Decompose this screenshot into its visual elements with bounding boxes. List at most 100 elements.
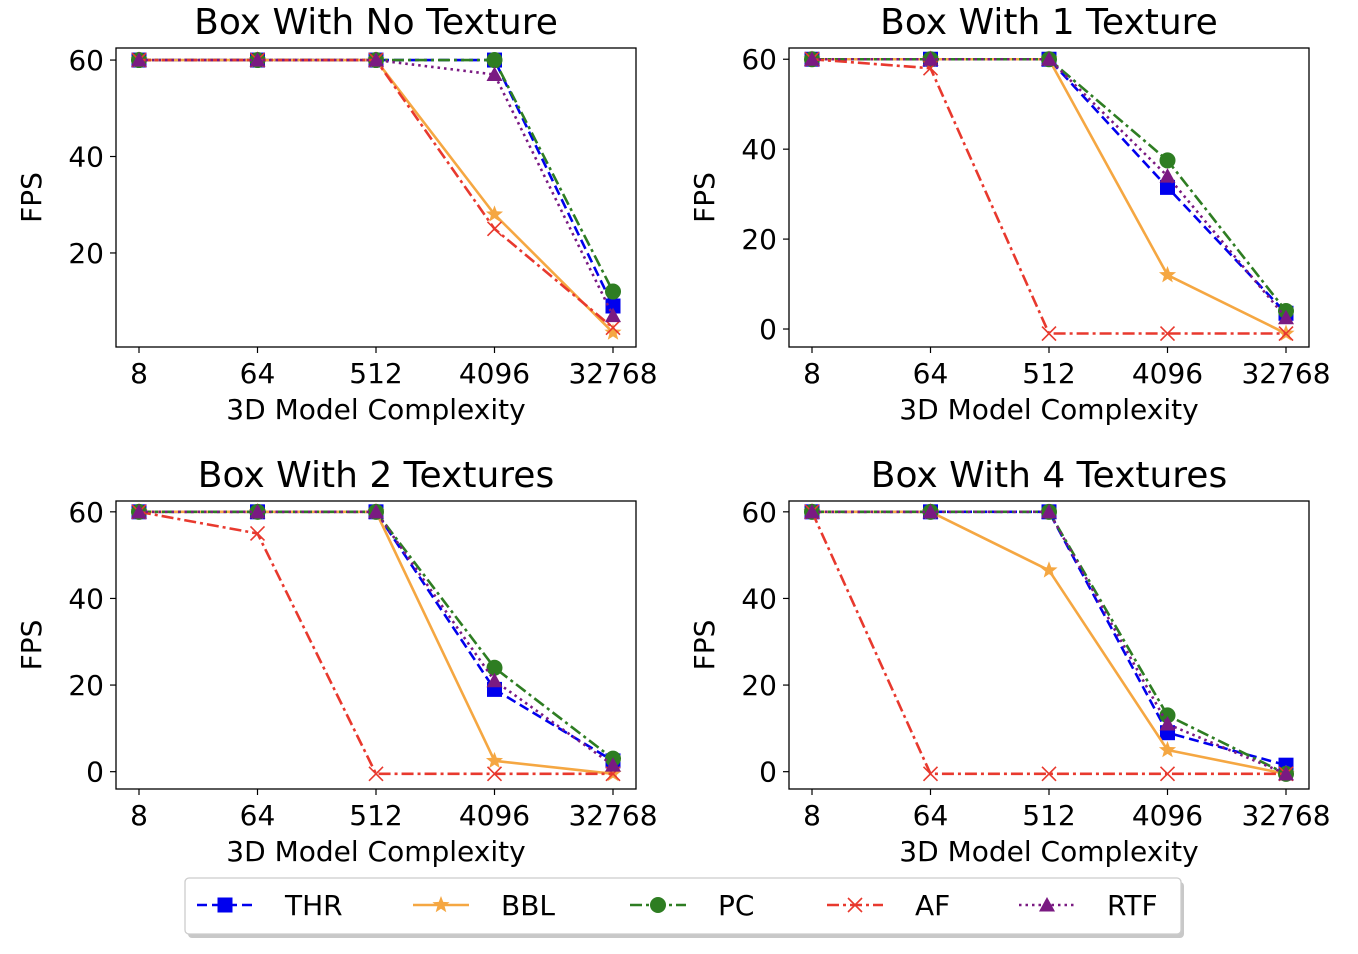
data-point-rtf bbox=[804, 503, 820, 519]
series-line-thr bbox=[139, 510, 614, 762]
series-af bbox=[131, 504, 621, 782]
chart-panel-1: Box With No Texture 8 64 512 4096 32768 20 40 60… bbox=[15, 2, 658, 426]
x-tick-label: 64 bbox=[913, 799, 949, 832]
legend-label: BBL bbox=[501, 889, 555, 922]
legend: THR BBL PC AF RTF bbox=[184, 877, 1184, 938]
y-axis-label: FPS bbox=[15, 620, 48, 671]
data-point-af bbox=[605, 320, 621, 336]
y-tick-label: 20 bbox=[68, 669, 104, 702]
data-point-bbl bbox=[485, 751, 504, 769]
data-point-rtf bbox=[922, 503, 939, 519]
data-point-rtf bbox=[486, 672, 503, 688]
data-point-pc bbox=[605, 283, 621, 300]
y-tick-label: 40 bbox=[68, 582, 104, 615]
x-tick-label: 8 bbox=[803, 357, 821, 390]
circle-icon bbox=[650, 897, 666, 913]
series-pc bbox=[804, 503, 1294, 782]
x-tick-label: 512 bbox=[1022, 799, 1075, 832]
y-tick-label: 60 bbox=[741, 43, 777, 76]
series-thr bbox=[804, 51, 1294, 321]
series-af bbox=[804, 51, 1294, 342]
series-pc bbox=[131, 503, 621, 767]
data-point-af bbox=[368, 766, 384, 782]
data-point-rtf bbox=[1159, 168, 1176, 183]
x-tick-label: 4096 bbox=[1132, 799, 1203, 832]
x-tick-label: 32768 bbox=[1241, 799, 1330, 832]
y-tick-label: 60 bbox=[68, 44, 104, 77]
x-tick-label: 512 bbox=[1022, 357, 1075, 390]
data-point-af bbox=[922, 766, 939, 782]
series-bbl bbox=[803, 502, 1295, 782]
chart-title: Box With 2 Textures bbox=[198, 455, 554, 496]
y-tick-label: 20 bbox=[741, 223, 777, 256]
data-point-pc bbox=[1159, 152, 1176, 169]
legend-item-bbl: BBL bbox=[413, 889, 555, 922]
data-point-af bbox=[1159, 325, 1176, 342]
x-tick-label: 64 bbox=[240, 357, 276, 390]
y-tick-label: 40 bbox=[741, 582, 777, 615]
legend-label: AF bbox=[915, 889, 950, 922]
series-rtf bbox=[131, 503, 621, 772]
chart-title: Box With 4 Textures bbox=[871, 455, 1227, 496]
y-axis-label: FPS bbox=[688, 620, 721, 671]
triangle-icon bbox=[1039, 897, 1055, 912]
data-point-rtf bbox=[605, 307, 621, 323]
x-tick-label: 512 bbox=[349, 799, 402, 832]
series-line-bbl bbox=[812, 510, 1287, 776]
data-point-af bbox=[1278, 325, 1294, 342]
x-tick-label: 32768 bbox=[568, 357, 657, 390]
x-icon bbox=[847, 897, 863, 913]
legend-item-pc: PC bbox=[630, 889, 754, 922]
series-bbl bbox=[130, 502, 622, 782]
data-point-rtf bbox=[922, 51, 939, 66]
x-axis-label: 3D Model Complexity bbox=[226, 393, 525, 426]
data-point-bbl bbox=[485, 205, 504, 222]
series-thr bbox=[804, 504, 1294, 773]
data-point-rtf bbox=[249, 503, 266, 519]
data-point-rtf bbox=[1041, 51, 1057, 66]
legend-item-thr: THR bbox=[197, 889, 343, 922]
x-tick-label: 4096 bbox=[459, 799, 530, 832]
data-point-rtf bbox=[131, 503, 147, 519]
data-point-rtf bbox=[486, 66, 503, 82]
series-af bbox=[804, 504, 1294, 782]
x-tick-label: 8 bbox=[130, 799, 148, 832]
series-line-thr bbox=[812, 57, 1287, 315]
star-icon bbox=[432, 896, 450, 913]
legend-label: PC bbox=[718, 889, 754, 922]
plot-frame bbox=[115, 47, 637, 348]
data-point-af bbox=[1041, 766, 1057, 782]
data-point-pc bbox=[1159, 707, 1176, 724]
y-tick-label: 20 bbox=[741, 669, 777, 702]
data-point-bbl bbox=[1158, 741, 1177, 758]
x-tick-label: 8 bbox=[130, 357, 148, 390]
series-line-pc bbox=[139, 510, 614, 760]
series-line-rtf bbox=[139, 58, 615, 317]
series-af bbox=[131, 52, 621, 336]
y-tick-label: 0 bbox=[759, 756, 777, 789]
chart-panel-3: Box With 2 Textures 8 64 512 4096 32768 0 20 40 6… bbox=[15, 455, 658, 868]
x-tick-label: 4096 bbox=[459, 357, 530, 390]
series-line-thr bbox=[139, 58, 615, 307]
data-point-rtf bbox=[1159, 716, 1176, 731]
data-point-pc bbox=[486, 659, 503, 676]
data-point-af bbox=[1041, 325, 1057, 342]
series-bbl bbox=[130, 51, 622, 340]
x-tick-label: 8 bbox=[803, 799, 821, 832]
data-point-af bbox=[1159, 766, 1176, 782]
series-line-bbl bbox=[139, 58, 614, 334]
y-tick-label: 0 bbox=[86, 756, 104, 789]
data-point-rtf bbox=[1278, 309, 1294, 325]
data-point-thr bbox=[1160, 179, 1175, 195]
y-axis-label: FPS bbox=[688, 172, 721, 223]
series-line-bbl bbox=[139, 510, 614, 776]
chart-title: Box With No Texture bbox=[194, 2, 558, 43]
legend-label: THR bbox=[284, 889, 343, 922]
x-tick-label: 32768 bbox=[568, 799, 657, 832]
plot-frame bbox=[788, 500, 1310, 790]
x-axis-label: 3D Model Complexity bbox=[899, 393, 1198, 426]
y-tick-label: 40 bbox=[741, 133, 777, 166]
series-thr bbox=[131, 504, 621, 769]
chart-panel-2: Box With 1 Texture 8 64 512 4096 32768 0 20 40 60… bbox=[688, 2, 1331, 426]
data-point-rtf bbox=[1278, 765, 1294, 781]
